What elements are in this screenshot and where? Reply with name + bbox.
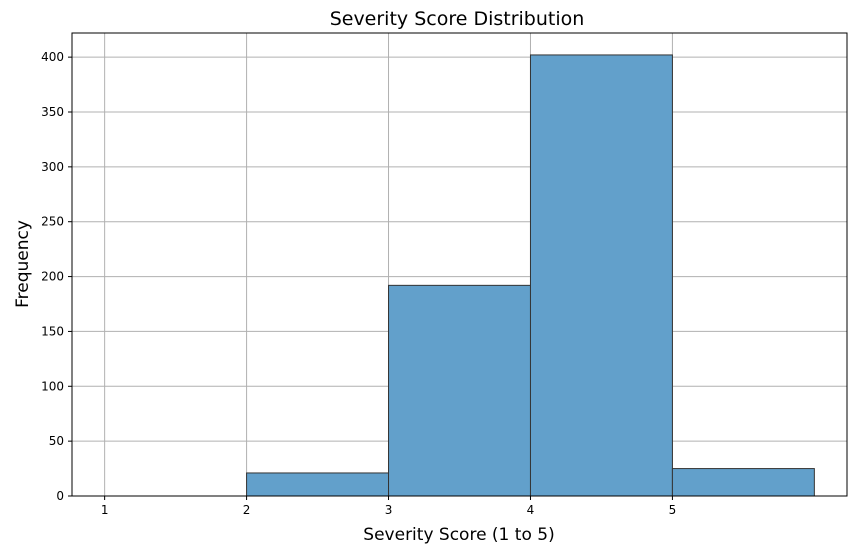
y-tick-label: 300 bbox=[41, 160, 64, 174]
y-tick-label: 100 bbox=[41, 379, 64, 393]
bars bbox=[246, 54, 815, 497]
histogram-bar bbox=[388, 284, 531, 497]
x-tick-label: 2 bbox=[243, 503, 251, 517]
histogram-bar bbox=[246, 472, 390, 497]
x-tick-label: 1 bbox=[101, 503, 109, 517]
x-tick-label: 3 bbox=[385, 503, 393, 517]
y-tick-label: 400 bbox=[41, 50, 64, 64]
x-tick-label: 5 bbox=[669, 503, 677, 517]
y-tick-label: 0 bbox=[56, 489, 64, 503]
histogram-bar bbox=[529, 54, 673, 497]
y-axis-label: Frequency bbox=[13, 220, 33, 308]
y-ticks: 0 50 100 150 200 250 300 350 400 bbox=[41, 50, 72, 503]
y-tick-label: 200 bbox=[41, 270, 64, 284]
x-tick-label: 4 bbox=[527, 503, 535, 517]
plot-frame bbox=[71, 32, 848, 497]
y-tick-label: 150 bbox=[41, 324, 64, 338]
y-tick-label: 250 bbox=[41, 215, 64, 229]
x-axis-label: Severity Score (1 to 5) bbox=[363, 525, 554, 545]
histogram-bar bbox=[671, 468, 815, 497]
y-tick-label: 350 bbox=[41, 105, 64, 119]
x-ticks: 1 2 3 4 5 bbox=[101, 496, 676, 517]
y-tick-label: 50 bbox=[49, 434, 64, 448]
chart-title: Severity Score Distribution bbox=[330, 8, 585, 30]
